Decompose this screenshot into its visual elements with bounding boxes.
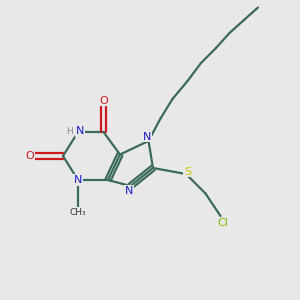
Text: N: N bbox=[125, 185, 133, 196]
Text: H: H bbox=[66, 127, 73, 136]
Text: O: O bbox=[26, 151, 34, 161]
Text: Cl: Cl bbox=[218, 218, 228, 228]
Text: S: S bbox=[184, 167, 191, 177]
Text: CH₃: CH₃ bbox=[70, 208, 86, 217]
Text: O: O bbox=[99, 95, 108, 106]
Text: N: N bbox=[76, 126, 85, 136]
Text: N: N bbox=[74, 175, 82, 185]
Text: N: N bbox=[143, 131, 151, 142]
